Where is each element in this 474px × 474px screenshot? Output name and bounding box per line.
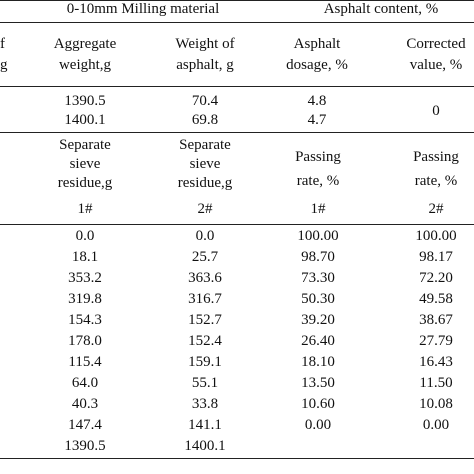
col-header-weight-asphalt-1: Weight of <box>175 36 235 52</box>
sieve-row-2-residue2: 25.7 <box>191 249 219 265</box>
sieve-header-passing1-l2: rate, % <box>296 173 340 189</box>
sieve-row-7-residue1: 115.4 <box>68 354 102 370</box>
sieve-row-8-residue1: 64.0 <box>71 375 99 391</box>
sieve-row-2-residue1: 18.1 <box>71 249 99 265</box>
sieve-row-4-residue2: 316.7 <box>188 291 222 307</box>
asphalt-row-1-dosage: 4.8 <box>307 93 327 109</box>
sieve-header-residue2-l3: residue,g <box>177 175 233 191</box>
sieve-row-1-residue1: 0.0 <box>75 228 95 244</box>
sieve-row-5-passing1: 39.20 <box>301 312 335 328</box>
sieve-row-6-passing2: 27.79 <box>419 333 453 349</box>
sieve-row-10-residue1: 147.4 <box>68 417 102 433</box>
asphalt-row-2-aggregate: 1400.1 <box>64 112 106 128</box>
group-header-asphalt-content: Asphalt content, % <box>323 1 439 17</box>
sieve-row-10-residue2: 141.1 <box>188 417 222 433</box>
sieve-row-5-residue2: 152.7 <box>188 312 222 328</box>
sieve-row-3-passing2: 72.20 <box>419 270 453 286</box>
sieve-header-passing2-l3: 2# <box>428 201 444 217</box>
sieve-header-residue1-l1: Separate <box>59 137 111 153</box>
asphalt-row-1-asphalt: 70.4 <box>191 93 219 109</box>
sieve-header-residue1-l2: sieve <box>69 156 101 172</box>
group-header-rule <box>0 22 474 23</box>
sieve-row-4-residue1: 319.8 <box>68 291 102 307</box>
sieve-header-passing2-l2: rate, % <box>414 173 458 189</box>
top-rule <box>0 0 474 1</box>
corrected-value: 0 <box>432 103 440 119</box>
sieve-header-rule <box>0 224 474 225</box>
sieve-row-1-residue2: 0.0 <box>195 228 215 244</box>
sieve-row-6-residue1: 178.0 <box>68 333 102 349</box>
sieve-header-passing2-l1: Passing <box>413 149 459 165</box>
sieve-row-9-residue1: 40.3 <box>71 396 99 412</box>
sieve-row-9-passing1: 10.60 <box>301 396 335 412</box>
sieve-row-7-passing2: 16.43 <box>419 354 453 370</box>
asphalt-row-2-asphalt: 69.8 <box>191 112 219 128</box>
sieve-row-total-residue1: 1390.5 <box>64 438 106 454</box>
sieve-row-10-passing1: 0.00 <box>304 417 332 433</box>
sieve-header-residue1-l3: residue,g <box>57 175 113 191</box>
sieve-row-8-passing2: 11.50 <box>419 375 453 391</box>
sieve-header-residue2-l4: 2# <box>197 201 213 217</box>
sieve-row-3-passing1: 73.30 <box>301 270 335 286</box>
asphalt-row-1-aggregate: 1390.5 <box>64 93 106 109</box>
col-header-aggregate-1: Aggregate <box>53 36 117 52</box>
sieve-row-3-residue1: 353.2 <box>68 270 102 286</box>
sieve-row-total-residue2: 1400.1 <box>184 438 226 454</box>
bottom-rule <box>0 458 474 459</box>
sieve-row-9-residue2: 33.8 <box>191 396 219 412</box>
asphalt-section-rule <box>0 132 474 133</box>
sieve-row-9-passing2: 10.08 <box>419 396 453 412</box>
col-header-corrected-1: Corrected <box>406 36 466 52</box>
cut-header-top: f <box>0 36 5 52</box>
sieve-row-4-passing2: 49.58 <box>419 291 453 307</box>
column-header-rule <box>0 86 474 87</box>
asphalt-row-2-dosage: 4.7 <box>307 112 327 128</box>
col-header-weight-asphalt-2: asphalt, g <box>176 57 234 73</box>
sieve-row-10-passing2: 0.00 <box>422 417 450 433</box>
sieve-header-residue1-l4: 1# <box>77 201 93 217</box>
sieve-row-8-residue2: 55.1 <box>191 375 219 391</box>
sieve-row-7-passing1: 18.10 <box>301 354 335 370</box>
sieve-header-residue2-l1: Separate <box>179 137 231 153</box>
sieve-row-4-passing1: 50.30 <box>301 291 335 307</box>
sieve-row-7-residue2: 159.1 <box>188 354 222 370</box>
group-header-milling: 0-10mm Milling material <box>66 1 220 17</box>
sieve-row-8-passing1: 13.50 <box>301 375 335 391</box>
col-header-dosage-2: dosage, % <box>286 57 348 73</box>
sieve-row-5-passing2: 38.67 <box>419 312 453 328</box>
col-header-corrected-2: value, % <box>409 57 463 73</box>
sieve-row-5-residue1: 154.3 <box>68 312 102 328</box>
sieve-row-6-passing1: 26.40 <box>301 333 335 349</box>
cut-header-bottom: g <box>0 57 8 73</box>
col-header-aggregate-2: weight,g <box>58 57 112 73</box>
sieve-row-2-passing1: 98.70 <box>301 249 335 265</box>
sieve-header-passing1-l3: 1# <box>310 201 326 217</box>
sieve-row-6-residue2: 152.4 <box>188 333 222 349</box>
sieve-row-2-passing2: 98.17 <box>419 249 453 265</box>
sieve-row-3-residue2: 363.6 <box>188 270 222 286</box>
sieve-row-1-passing2: 100.00 <box>415 228 457 244</box>
sieve-header-residue2-l2: sieve <box>189 156 221 172</box>
sieve-row-1-passing1: 100.00 <box>297 228 339 244</box>
sieve-header-passing1-l1: Passing <box>295 149 341 165</box>
col-header-dosage-1: Asphalt <box>293 36 341 52</box>
